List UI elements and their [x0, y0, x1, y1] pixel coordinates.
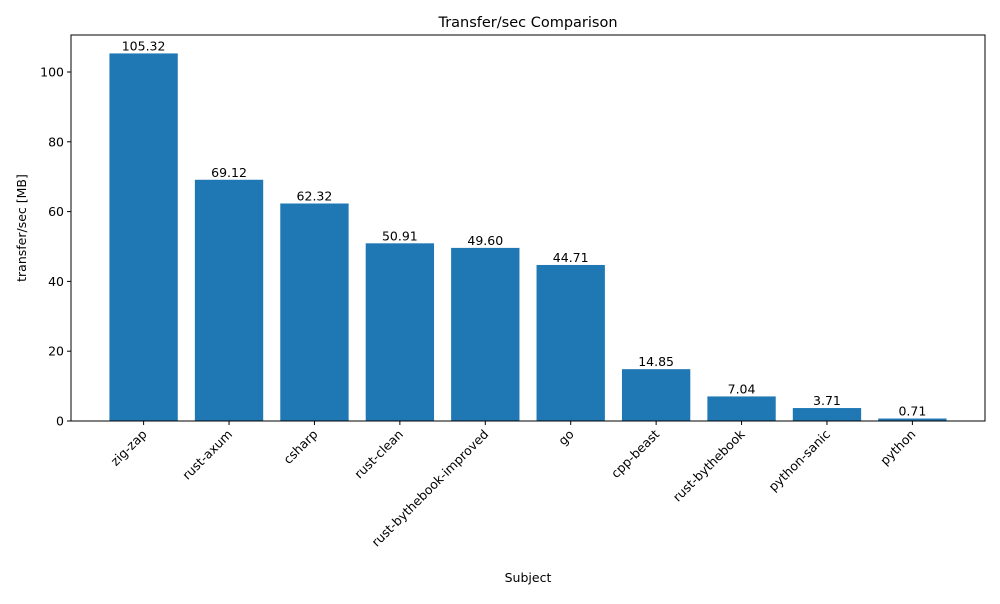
- data-label-rust-bythebook-improved: 49.60: [467, 233, 503, 248]
- bar-rust-bythebook: [707, 396, 776, 421]
- y-tick-label: 20: [48, 344, 64, 359]
- y-tick-label: 100: [40, 64, 64, 79]
- data-label-rust-bythebook: 7.04: [728, 381, 756, 396]
- data-label-csharp: 62.32: [297, 188, 333, 203]
- x-tick-label-go: go: [555, 427, 577, 449]
- x-tick-label-rust-clean: rust-clean: [351, 427, 406, 482]
- x-tick-label-python-sanic: python-sanic: [765, 426, 833, 494]
- data-label-python-sanic: 3.71: [813, 393, 841, 408]
- bar-python-sanic: [792, 408, 862, 421]
- data-label-rust-clean: 50.91: [382, 228, 418, 243]
- bar-cpp-beast: [621, 369, 691, 421]
- x-tick-label-cpp-beast: cpp-beast: [608, 426, 662, 480]
- bar-rust-axum: [194, 179, 264, 421]
- y-tick-label: 80: [48, 134, 64, 149]
- bar-rust-bythebook-improved: [451, 247, 520, 421]
- x-axis-label: Subject: [505, 570, 552, 585]
- x-tick-label-python: python: [877, 427, 919, 469]
- x-tick-label-csharp: csharp: [280, 426, 320, 466]
- bar-csharp: [280, 203, 349, 421]
- data-label-go: 44.71: [553, 250, 589, 265]
- chart-title: Transfer/sec Comparison: [437, 15, 617, 31]
- plot-area-frame: [70, 34, 986, 422]
- x-tick-label-zig-zap: zig-zap: [108, 426, 150, 468]
- x-tick-label-rust-axum: rust-axum: [179, 427, 235, 483]
- bar-rust-clean: [365, 243, 435, 421]
- y-tick-label: 40: [48, 274, 64, 289]
- y-tick-label: 0: [56, 414, 64, 429]
- y-tick-label: 60: [48, 204, 64, 219]
- bar-zig-zap: [109, 53, 178, 421]
- y-axis-label: transfer/sec [MB]: [14, 174, 29, 282]
- bar-python: [878, 418, 947, 421]
- data-label-python: 0.71: [898, 404, 926, 419]
- data-label-cpp-beast: 14.85: [638, 354, 674, 369]
- data-label-zig-zap: 105.32: [122, 38, 166, 53]
- data-label-rust-axum: 69.12: [211, 165, 247, 180]
- x-tick-label-rust-bythebook: rust-bythebook: [670, 426, 749, 505]
- bar-go: [536, 264, 605, 421]
